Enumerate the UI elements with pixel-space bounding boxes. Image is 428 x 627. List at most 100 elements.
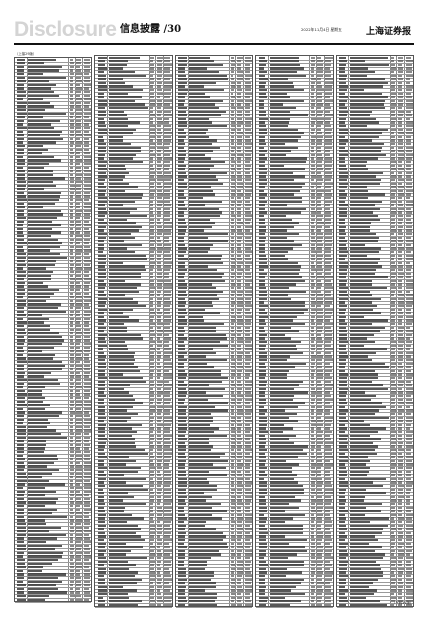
table-cell bbox=[69, 198, 73, 202]
table-cell bbox=[164, 294, 171, 297]
table-cell bbox=[325, 474, 330, 477]
table-cell bbox=[69, 195, 73, 198]
table-row bbox=[95, 276, 172, 281]
table-cell bbox=[269, 211, 302, 214]
table-cell bbox=[69, 357, 75, 360]
table-cell bbox=[164, 99, 172, 102]
table-cell bbox=[325, 434, 331, 437]
table-cell bbox=[108, 189, 126, 192]
table-cell bbox=[178, 67, 186, 70]
table-cell bbox=[236, 463, 243, 466]
table-cell bbox=[349, 448, 375, 452]
table-row bbox=[15, 288, 92, 293]
table-cell bbox=[69, 332, 74, 335]
table-cell bbox=[258, 416, 268, 419]
table-cell bbox=[258, 132, 267, 135]
table-cell bbox=[83, 69, 91, 72]
table-cell bbox=[69, 429, 74, 432]
table-cell bbox=[28, 526, 62, 529]
table-cell bbox=[69, 494, 75, 497]
table-cell bbox=[405, 369, 411, 372]
table-cell bbox=[189, 70, 220, 74]
table-cell bbox=[311, 373, 315, 376]
table-cell bbox=[150, 214, 154, 218]
table-cell bbox=[236, 369, 243, 372]
table-cell bbox=[97, 373, 106, 376]
table-cell bbox=[244, 189, 253, 192]
table-cell bbox=[17, 299, 27, 302]
table-cell bbox=[397, 513, 402, 516]
table-cell bbox=[244, 402, 250, 405]
table-cell bbox=[349, 175, 376, 178]
table-cell bbox=[258, 189, 265, 192]
section-brand: Disclosure bbox=[14, 18, 117, 41]
table-cell bbox=[236, 470, 241, 473]
table-cell bbox=[83, 321, 90, 324]
table-cell bbox=[83, 526, 89, 529]
table-cell bbox=[69, 245, 74, 248]
table-row bbox=[95, 258, 172, 263]
table-cell bbox=[164, 268, 171, 272]
table-cell bbox=[83, 94, 91, 97]
table-row bbox=[175, 207, 253, 212]
table-cell bbox=[397, 301, 404, 304]
table-cell bbox=[189, 272, 224, 275]
table-cell bbox=[397, 589, 403, 592]
table-cell bbox=[150, 585, 154, 588]
table-cell bbox=[28, 184, 56, 187]
table-cell bbox=[325, 398, 333, 401]
table-cell bbox=[391, 391, 396, 394]
table-row bbox=[15, 328, 92, 333]
table-cell bbox=[349, 63, 389, 66]
table-cell bbox=[269, 546, 305, 549]
table-cell bbox=[405, 254, 414, 257]
table-cell bbox=[397, 135, 402, 138]
table-cell bbox=[164, 240, 170, 243]
table-cell bbox=[178, 294, 187, 297]
table-cell bbox=[83, 494, 89, 497]
table-cell bbox=[230, 99, 234, 102]
table-cell bbox=[338, 121, 345, 124]
table-cell bbox=[325, 506, 333, 509]
table-cell bbox=[236, 409, 243, 412]
table-cell bbox=[28, 317, 49, 320]
table-cell bbox=[317, 434, 322, 437]
table-cell bbox=[17, 414, 24, 418]
table-cell bbox=[164, 92, 171, 95]
table-cell bbox=[108, 232, 131, 236]
table-cell bbox=[405, 492, 411, 495]
table-cell bbox=[258, 142, 267, 146]
table-cell bbox=[317, 344, 323, 347]
table-cell bbox=[325, 387, 333, 390]
table-cell bbox=[244, 376, 250, 380]
table-cell bbox=[338, 150, 348, 153]
table-cell bbox=[311, 135, 316, 138]
table-cell bbox=[230, 578, 235, 581]
table-cell bbox=[69, 170, 74, 173]
table-cell bbox=[269, 427, 294, 430]
table-row bbox=[15, 436, 92, 441]
table-cell bbox=[69, 530, 75, 533]
table-cell bbox=[236, 373, 241, 376]
table-cell bbox=[108, 207, 138, 210]
table-cell bbox=[17, 62, 25, 65]
table-cell bbox=[76, 458, 83, 461]
table-row bbox=[95, 423, 172, 428]
table-cell bbox=[108, 196, 142, 200]
table-row bbox=[15, 501, 92, 506]
table-cell bbox=[397, 319, 403, 322]
table-cell bbox=[17, 173, 25, 176]
table-cell bbox=[230, 603, 236, 606]
table-cell bbox=[405, 560, 412, 563]
table-cell bbox=[405, 366, 412, 369]
table-cell bbox=[244, 85, 252, 88]
table-cell bbox=[230, 535, 235, 538]
table-cell bbox=[236, 348, 241, 351]
table-cell bbox=[28, 144, 44, 148]
table-cell bbox=[338, 196, 347, 200]
table-cell bbox=[397, 384, 404, 387]
table-cell bbox=[391, 121, 396, 124]
table-row bbox=[95, 106, 172, 111]
table-row bbox=[175, 200, 253, 205]
table-cell bbox=[76, 123, 81, 126]
